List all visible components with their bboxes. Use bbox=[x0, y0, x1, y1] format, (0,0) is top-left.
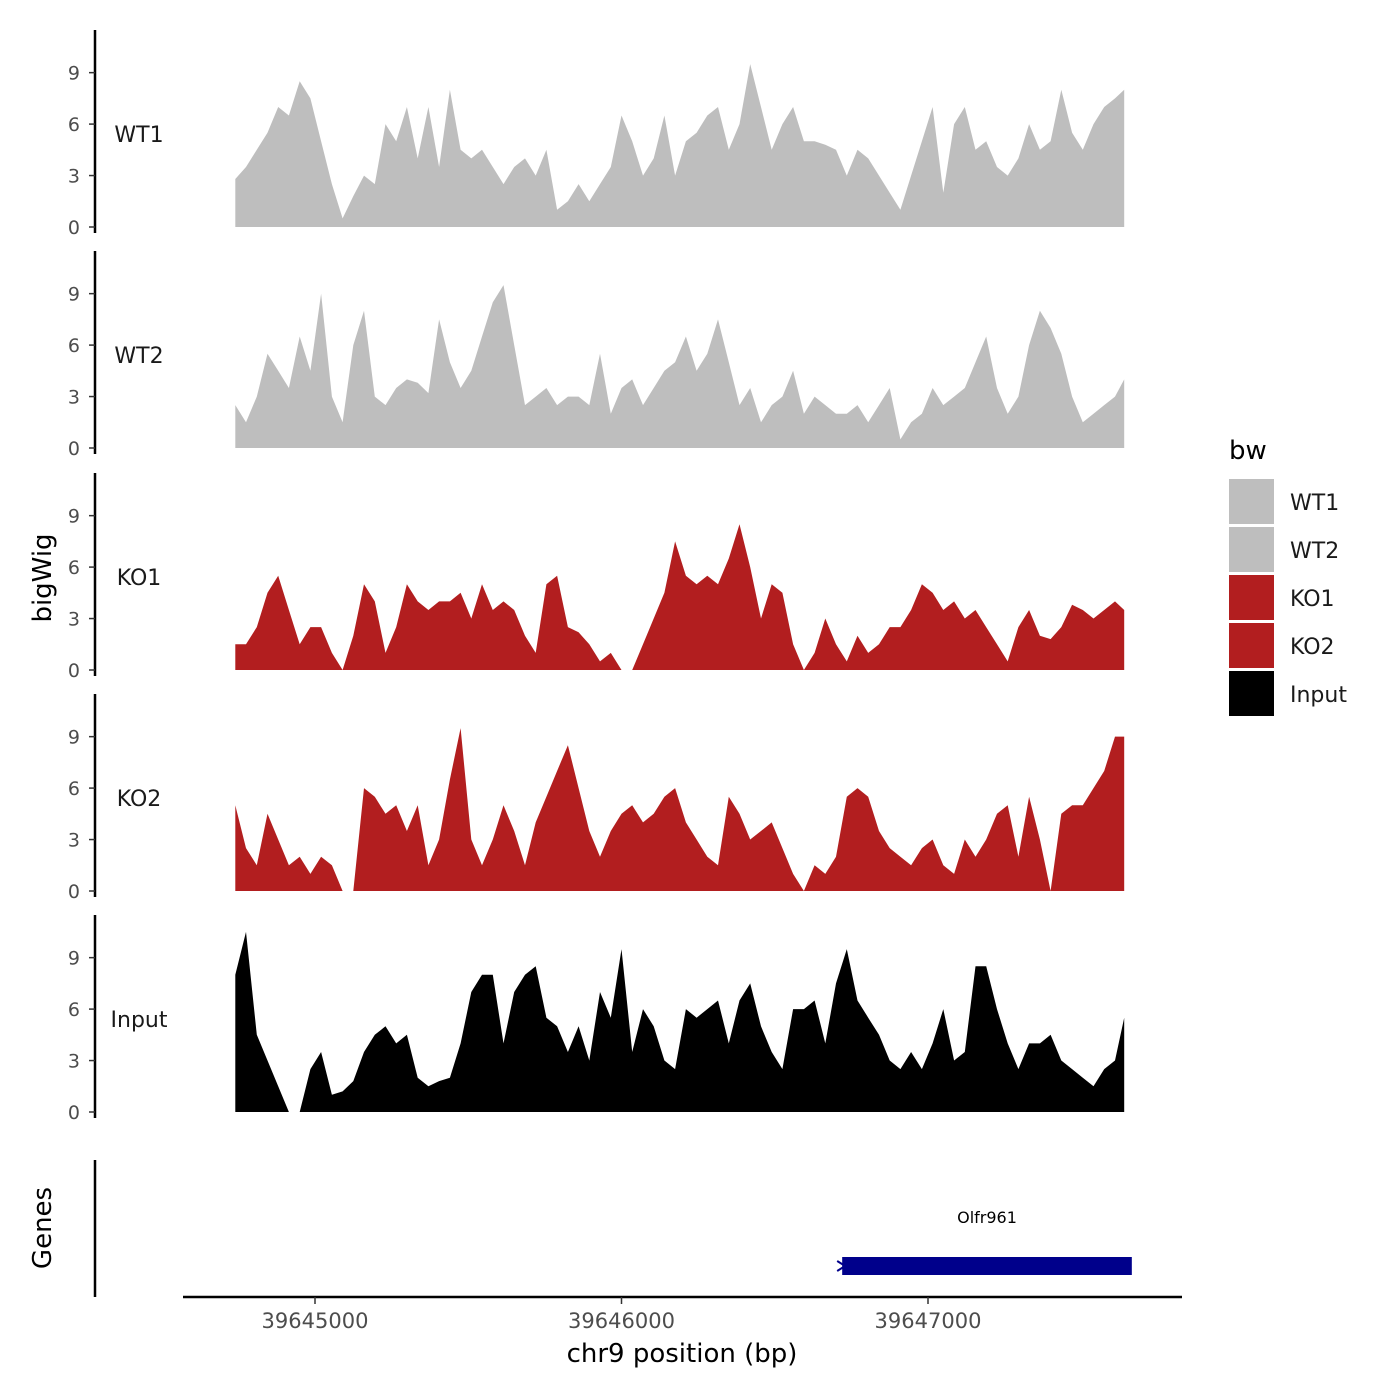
area-wt2 bbox=[235, 285, 1125, 448]
legend-label: KO1 bbox=[1290, 587, 1335, 612]
genes-track-title: Genes bbox=[28, 1187, 58, 1269]
signal-tracks: 0 3 6 9 WT1 0 3 6 9 WT2 0 3 6 9 KO1 0 3 6 9 KO2 0 3 6 9 Input bbox=[68, 30, 1125, 1124]
y-tick-label: 3 bbox=[68, 830, 80, 852]
legend-item-wt2: WT2 bbox=[1229, 527, 1339, 572]
y-tick-label: 6 bbox=[68, 114, 80, 136]
y-tick-label: 9 bbox=[68, 284, 80, 306]
track-label: KO2 bbox=[117, 787, 162, 812]
track-wt2: 0 3 6 9 WT2 bbox=[68, 251, 1125, 460]
y-tick-label: 0 bbox=[68, 438, 80, 460]
y-tick-label: 3 bbox=[68, 387, 80, 409]
legend-swatch bbox=[1229, 479, 1274, 524]
track-label: KO1 bbox=[117, 566, 162, 591]
y-tick-label: 6 bbox=[68, 335, 80, 357]
area-input bbox=[235, 931, 1125, 1112]
area-ko2 bbox=[235, 728, 1125, 891]
gene-label: Olfr961 bbox=[957, 1208, 1017, 1227]
track-label: WT1 bbox=[114, 123, 163, 148]
y-tick-label: 0 bbox=[68, 217, 80, 239]
gene-body bbox=[842, 1257, 1132, 1275]
y-tick-label: 6 bbox=[68, 999, 80, 1021]
y-tick-label: 3 bbox=[68, 609, 80, 631]
legend-label: KO2 bbox=[1290, 635, 1335, 660]
legend-label: WT1 bbox=[1290, 491, 1339, 516]
track-ko1: 0 3 6 9 KO1 bbox=[68, 473, 1125, 682]
y-tick-label: 9 bbox=[68, 948, 80, 970]
legend-item-ko2: KO2 bbox=[1229, 623, 1335, 668]
legend-swatch bbox=[1229, 671, 1274, 716]
gene-strand-marker bbox=[836, 1260, 848, 1272]
y-axis-title: bigWig bbox=[28, 533, 58, 622]
y-tick-label: 0 bbox=[68, 660, 80, 682]
y-tick-label: 6 bbox=[68, 778, 80, 800]
x-axis: 39645000 39646000 39647000 bbox=[183, 1295, 1182, 1333]
x-tick-label: 39647000 bbox=[875, 1309, 982, 1333]
track-input: 0 3 6 9 Input bbox=[68, 915, 1125, 1124]
y-tick-label: 0 bbox=[68, 881, 80, 903]
y-tick-label: 6 bbox=[68, 557, 80, 579]
x-axis-title: chr9 position (bp) bbox=[567, 1339, 798, 1369]
y-tick-label: 9 bbox=[68, 727, 80, 749]
legend: bw WT1 WT2 KO1 KO2 Input bbox=[1229, 436, 1347, 716]
legend-item-ko1: KO1 bbox=[1229, 575, 1335, 620]
legend-title: bw bbox=[1229, 436, 1267, 466]
y-tick-label: 9 bbox=[68, 506, 80, 528]
gene-olfr961: Olfr961 bbox=[836, 1208, 1132, 1275]
legend-swatch bbox=[1229, 575, 1274, 620]
area-ko1 bbox=[235, 524, 1125, 670]
legend-item-wt1: WT1 bbox=[1229, 479, 1339, 524]
x-tick-label: 39645000 bbox=[262, 1309, 369, 1333]
legend-label: WT2 bbox=[1290, 539, 1339, 564]
genes-track: Olfr961 bbox=[93, 1160, 1132, 1297]
x-tick-label: 39646000 bbox=[568, 1309, 675, 1333]
y-tick-label: 3 bbox=[68, 1051, 80, 1073]
track-ko2: 0 3 6 9 KO2 bbox=[68, 694, 1125, 903]
track-label: WT2 bbox=[114, 344, 163, 369]
track-label: Input bbox=[111, 1008, 168, 1033]
track-wt1: 0 3 6 9 WT1 bbox=[68, 30, 1125, 239]
y-tick-label: 0 bbox=[68, 1102, 80, 1124]
y-tick-label: 3 bbox=[68, 166, 80, 188]
legend-item-input: Input bbox=[1229, 671, 1347, 716]
legend-swatch bbox=[1229, 623, 1274, 668]
legend-label: Input bbox=[1290, 683, 1347, 708]
area-wt1 bbox=[235, 64, 1125, 227]
legend-swatch bbox=[1229, 527, 1274, 572]
y-tick-label: 9 bbox=[68, 63, 80, 85]
